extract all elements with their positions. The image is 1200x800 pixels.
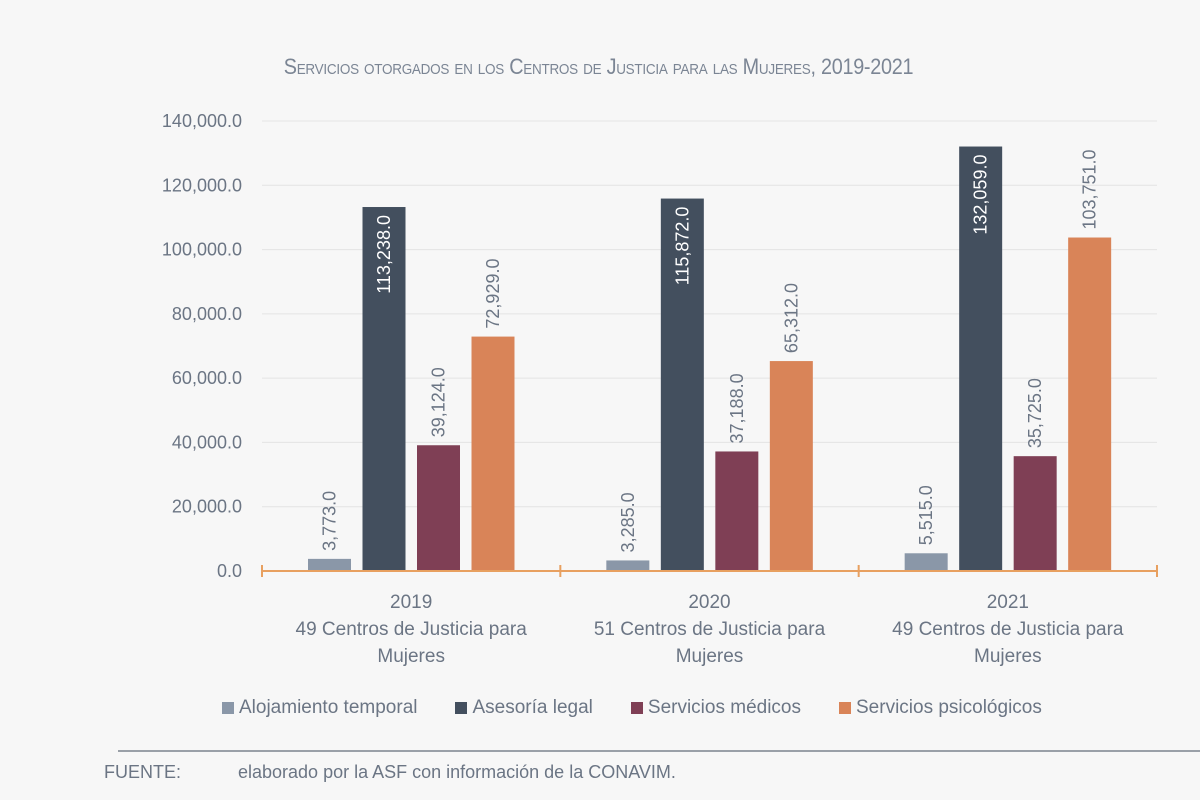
bar (417, 445, 460, 571)
data-label: 3,285.0 (618, 492, 638, 552)
data-label: 115,872.0 (672, 207, 692, 286)
legend-swatch (222, 702, 234, 714)
x-tick-label: Mujeres (974, 646, 1042, 667)
legend-label: Servicios médicos (647, 697, 801, 718)
legend-item: Asesoría legal (455, 697, 593, 719)
data-label: 72,929.0 (483, 259, 503, 329)
y-tick-label: 120,000.0 (162, 175, 242, 195)
y-tick-label: 100,000.0 (162, 240, 242, 260)
legend-swatch (455, 702, 468, 714)
bar (904, 553, 948, 571)
y-tick-label: 60,000.0 (172, 368, 242, 388)
data-label: 65,312.0 (781, 283, 801, 353)
data-label: 3,773.0 (320, 491, 340, 551)
x-tick-label: 49 Centros de Justicia para (892, 619, 1124, 640)
bar (715, 451, 759, 571)
y-tick-label: 140,000.0 (162, 111, 242, 131)
legend: Alojamiento temporal Asesoría legal Serv… (222, 697, 1042, 719)
bar-chart: 0.0 20,000.0 40,000.0 60,000.0 80,000.0 100,0… (162, 111, 1158, 667)
chart-title: Servicios otorgados en los Centros de Ju… (283, 54, 914, 79)
bar (471, 336, 515, 571)
bar (362, 207, 406, 571)
x-tick-label: 49 Centros de Justicia para (296, 619, 528, 640)
legend-label: Alojamiento temporal (239, 697, 418, 718)
legend-item: Alojamiento temporal (222, 697, 417, 719)
x-tick-label: Mujeres (377, 646, 445, 667)
legend-item: Servicios psicológicos (839, 697, 1042, 719)
y-tick-label: 20,000.0 (172, 497, 242, 517)
x-tick-label: 2019 (390, 592, 432, 613)
bar (308, 558, 351, 571)
x-tick-label: Mujeres (676, 646, 744, 667)
source-label: FUENTE: (104, 762, 182, 782)
y-tick-label: 80,000.0 (172, 304, 242, 324)
bar (959, 146, 1003, 571)
bar (769, 361, 813, 571)
bar (1068, 237, 1112, 571)
y-tick-label: 0.0 (217, 561, 242, 581)
y-tick-label: 40,000.0 (172, 432, 242, 452)
data-label: 35,725.0 (1025, 378, 1045, 448)
legend-swatch (839, 702, 851, 714)
bar (1013, 456, 1057, 571)
data-label: 39,124.0 (429, 367, 449, 437)
source-text: elaborado por la ASF con información de … (238, 762, 676, 782)
divider (118, 750, 1200, 752)
data-label: 5,515.0 (916, 485, 936, 545)
bar (606, 560, 650, 571)
x-tick-label: 2021 (987, 592, 1029, 613)
data-label: 103,751.0 (1080, 149, 1100, 229)
data-label: 113,238.0 (374, 215, 394, 294)
source-note: FUENTE: elaborado por la ASF con informac… (104, 762, 676, 783)
legend-swatch (630, 702, 643, 714)
legend-label: Servicios psicológicos (856, 697, 1042, 718)
legend-label: Asesoría legal (472, 697, 593, 718)
bar (660, 198, 704, 571)
x-tick-label: 51 Centros de Justicia para (594, 619, 826, 640)
legend-item: Servicios médicos (630, 697, 801, 719)
data-label: 132,059.0 (971, 155, 991, 235)
x-tick-label: 2020 (688, 592, 730, 613)
data-label: 37,188.0 (727, 373, 747, 443)
